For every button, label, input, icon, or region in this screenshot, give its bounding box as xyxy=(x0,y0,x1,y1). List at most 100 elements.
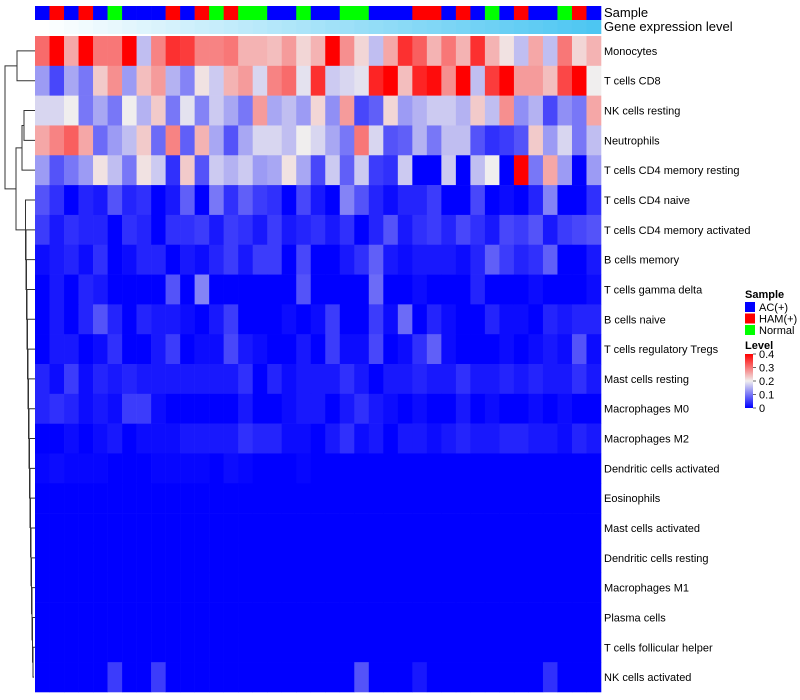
heatmap-cell xyxy=(455,662,471,693)
heatmap-cell xyxy=(151,334,166,365)
heatmap-cell xyxy=(383,125,399,156)
heatmap-cell xyxy=(542,214,558,246)
sample-annotation-cell xyxy=(499,6,515,20)
heatmap-cell xyxy=(339,453,355,484)
heatmap-cell xyxy=(383,36,399,67)
heatmap-cell xyxy=(194,214,210,246)
heatmap-cell xyxy=(542,572,558,603)
heatmap-cell xyxy=(107,542,123,574)
heatmap-cell xyxy=(310,542,326,574)
heatmap-cell xyxy=(296,214,312,246)
heatmap-cell xyxy=(107,214,123,246)
heatmap-cell xyxy=(412,95,428,126)
heatmap-cell xyxy=(180,662,195,693)
heatmap-cell xyxy=(281,453,297,484)
heatmap-cell xyxy=(35,155,50,186)
heatmap-cell xyxy=(426,95,442,126)
heatmap-cell xyxy=(165,95,181,126)
heatmap-cell xyxy=(499,155,515,186)
heatmap-cell xyxy=(107,483,123,514)
heatmap-cell xyxy=(64,542,79,574)
heatmap-cell xyxy=(441,244,457,275)
heatmap-cell xyxy=(455,244,471,275)
heatmap-cell xyxy=(484,244,500,275)
heatmap-cell xyxy=(499,513,515,544)
heatmap-cell xyxy=(64,214,79,246)
heatmap-cell xyxy=(165,36,181,67)
heatmap-cell xyxy=(325,334,341,365)
heatmap-cell xyxy=(267,602,283,633)
heatmap-cell xyxy=(397,214,413,246)
heatmap-cell xyxy=(151,214,166,246)
heatmap-cell xyxy=(557,95,573,126)
heatmap-cell xyxy=(499,274,515,305)
heatmap-cell xyxy=(252,513,268,544)
sample-annotation-cell xyxy=(557,6,573,20)
heatmap-cell xyxy=(136,125,152,156)
heatmap-cell xyxy=(354,453,370,484)
heatmap-cell xyxy=(528,572,544,603)
heatmap-cell xyxy=(122,632,137,663)
heatmap-cell xyxy=(107,155,123,186)
heatmap-cell xyxy=(470,572,486,603)
row-label: T cells CD8 xyxy=(604,76,661,88)
heatmap-cell xyxy=(557,274,573,305)
heatmap-cell xyxy=(267,95,283,126)
heatmap-cell xyxy=(296,36,312,67)
heatmap-cell xyxy=(354,65,370,96)
heatmap-cell xyxy=(194,572,210,603)
heatmap-cell xyxy=(397,274,413,305)
heatmap-cell xyxy=(470,542,486,574)
heatmap-cell xyxy=(354,304,370,335)
heatmap-cell xyxy=(281,125,297,156)
heatmap-cell xyxy=(455,95,471,126)
heatmap-cell xyxy=(513,453,529,484)
heatmap-cell xyxy=(78,304,94,335)
heatmap-cell xyxy=(484,602,500,633)
heatmap-cell xyxy=(252,244,268,275)
row-label: T cells follicular helper xyxy=(604,642,713,654)
heatmap-cell xyxy=(586,95,602,126)
row-label: B cells memory xyxy=(604,255,680,267)
heatmap-cell xyxy=(542,334,558,365)
heatmap-cell xyxy=(252,125,268,156)
heatmap-cell xyxy=(368,662,384,693)
heatmap-cell xyxy=(397,364,413,395)
heatmap-cell xyxy=(238,125,253,156)
heatmap-cell xyxy=(78,453,94,484)
heatmap-cell xyxy=(441,393,457,424)
heatmap-cell xyxy=(368,244,384,275)
gene-annotation-cell xyxy=(397,20,413,34)
row-label: Macrophages M1 xyxy=(604,583,689,595)
heatmap-cell xyxy=(310,36,326,67)
heatmap-cell xyxy=(267,125,283,156)
heatmap-cell xyxy=(339,95,355,126)
heatmap-cell xyxy=(238,364,253,395)
gene-annotation-cell xyxy=(281,20,297,34)
heatmap-cell xyxy=(586,542,602,574)
heatmap-cell xyxy=(296,274,312,305)
heatmap-cell xyxy=(571,572,587,603)
heatmap-cell xyxy=(223,602,239,633)
heatmap-cell xyxy=(586,364,602,395)
heatmap-cell xyxy=(441,453,457,484)
heatmap-cell xyxy=(49,572,65,603)
dendrogram-branch xyxy=(15,147,26,231)
heatmap-cell xyxy=(441,95,457,126)
heatmap-cell xyxy=(557,453,573,484)
dendrogram-branch xyxy=(31,587,35,641)
heatmap-cell xyxy=(426,65,442,96)
heatmap-cell xyxy=(339,125,355,156)
heatmap-cell xyxy=(470,662,486,693)
heatmap-cell xyxy=(499,572,515,603)
heatmap-cell xyxy=(296,244,312,275)
heatmap-cell xyxy=(296,602,312,633)
heatmap-cell xyxy=(513,423,529,454)
heatmap-cell xyxy=(542,423,558,454)
sample-annotation-cell xyxy=(122,6,137,20)
heatmap-cell xyxy=(499,632,515,663)
heatmap-cell xyxy=(470,244,486,275)
heatmap-cell xyxy=(296,334,312,365)
heatmap-cell xyxy=(397,95,413,126)
heatmap-cell xyxy=(339,632,355,663)
